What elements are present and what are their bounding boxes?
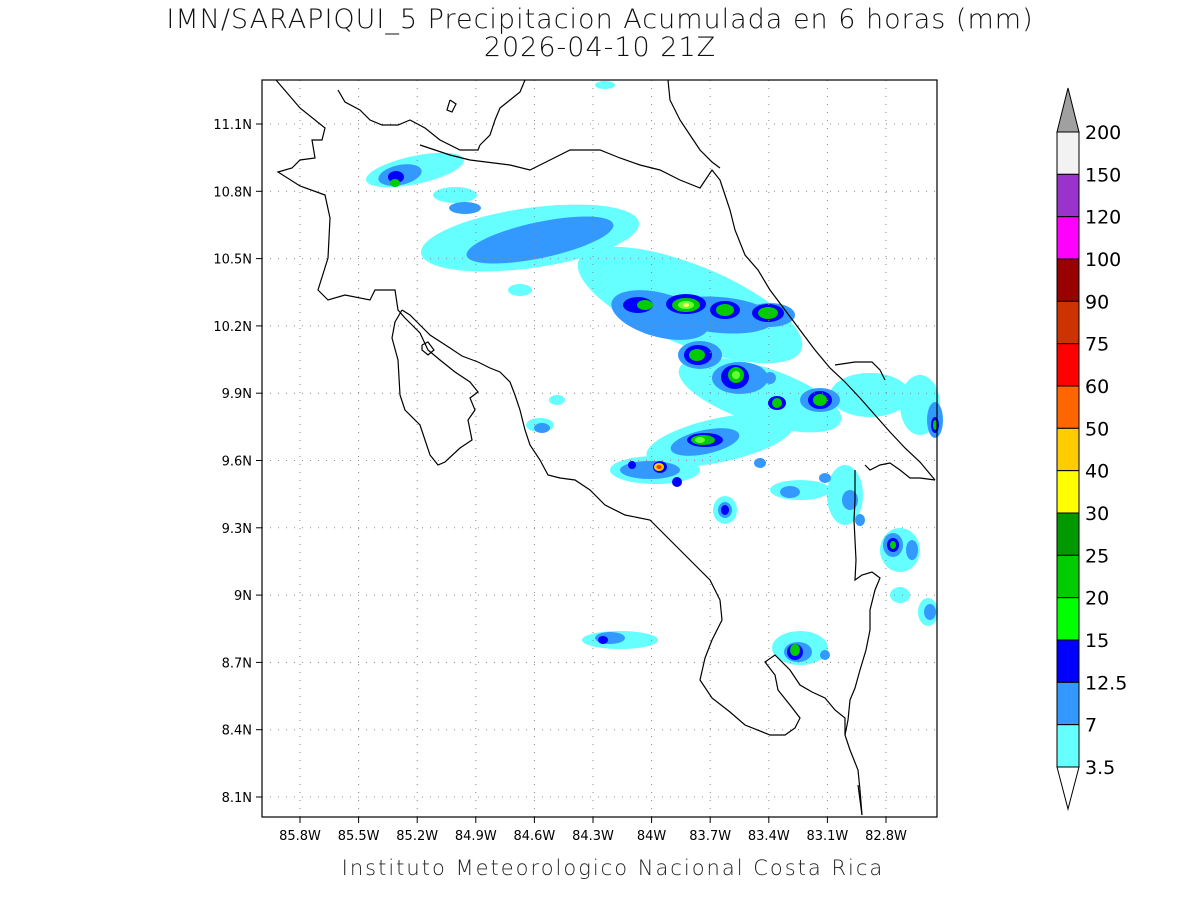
colorbar-label: 40 [1085,461,1109,483]
colorbar-over-arrow [1056,87,1080,133]
lon-tick-label: 85.2W [396,829,438,844]
lon-tick-label: 82.8W [865,829,907,844]
colorbar-label: 30 [1085,503,1109,525]
lat-tick-label: 8.7N [222,656,252,671]
longitude-axis: 85.8W 85.5W 85.2W 84.9W 84.6W 84.3W 84W 83.7W 83… [279,817,907,844]
precipitation-field [366,81,943,665]
colorbar-swatch [1056,724,1080,768]
colorbar-label: 7 [1085,715,1097,737]
colorbar-label: 100 [1085,249,1121,271]
lon-tick-label: 85.5W [338,829,380,844]
colorbar-under-arrow [1056,766,1080,811]
colorbar-label: 75 [1085,334,1109,356]
colorbar-label: 60 [1085,376,1109,398]
grid-lines [262,80,937,817]
map-subtitle: 2026-04-10 21Z [483,32,717,63]
lat-tick-label: 9.3N [222,522,252,537]
lat-tick-label: 8.1N [222,791,252,806]
colorbar-label: 12.5 [1085,672,1127,694]
colorbar-label: 150 [1085,164,1121,186]
lon-tick-label: 83.1W [806,829,848,844]
latitude-axis: 11.1N 10.8N 10.5N 10.2N 9.9N 9.6N 9.3N 9N 8.7N 8.… [213,118,262,806]
colorbar-label: 200 [1085,122,1121,144]
precip-30-spot [683,303,689,307]
colorbar-swatch [1056,512,1080,556]
colorbar-label: 3.5 [1085,757,1115,779]
lon-tick-label: 84.9W [455,829,497,844]
lon-tick-label: 85.8W [279,829,321,844]
colorbar-label: 25 [1085,545,1109,567]
lat-tick-label: 10.8N [213,185,252,200]
precip-60-spot [656,465,662,469]
lat-tick-label: 10.2N [213,320,252,335]
colorbar-swatch [1056,258,1080,302]
footer-credit: Instituto Meteorologico Nacional Costa R… [341,856,885,880]
colorbar-swatch [1056,470,1080,514]
lat-tick-label: 9N [234,589,252,604]
colorbar-label: 90 [1085,291,1109,313]
lon-tick-label: 84.6W [513,829,555,844]
colorbar-swatch [1056,597,1080,641]
colorbar-swatch [1056,131,1080,175]
precip-20-layer [390,179,937,656]
colorbar-swatch [1056,639,1080,683]
lon-tick-label: 84.3W [572,829,614,844]
lat-tick-label: 10.5N [213,253,252,268]
lon-tick-label: 84W [637,829,667,844]
lon-tick-label: 83.7W [689,829,731,844]
colorbar-label: 20 [1085,588,1109,610]
lat-tick-label: 9.9N [222,387,252,402]
colorbar: 200 150 120 100 90 75 60 50 40 30 25 20 15 12.5 7 3.5 [1056,87,1127,811]
colorbar-swatch [1056,427,1080,472]
map-title: IMN/SARAPIQUI_5 Precipitacion Acumulada … [166,4,1034,35]
lat-tick-label: 11.1N [213,118,252,133]
colorbar-swatch [1056,173,1080,218]
colorbar-swatch [1056,216,1080,260]
lon-tick-label: 83.4W [748,829,790,844]
lat-tick-label: 8.4N [222,724,252,739]
colorbar-swatch [1056,385,1080,429]
colorbar-label: 15 [1085,630,1109,652]
coastlines [275,79,936,816]
colorbar-swatch [1056,554,1080,599]
colorbar-swatch [1056,343,1080,387]
colorbar-swatch [1056,300,1080,345]
colorbar-label: 50 [1085,418,1109,440]
colorbar-swatch [1056,681,1080,726]
lat-tick-label: 9.6N [222,455,252,470]
plot-frame [261,79,938,818]
colorbar-label: 120 [1085,207,1121,229]
